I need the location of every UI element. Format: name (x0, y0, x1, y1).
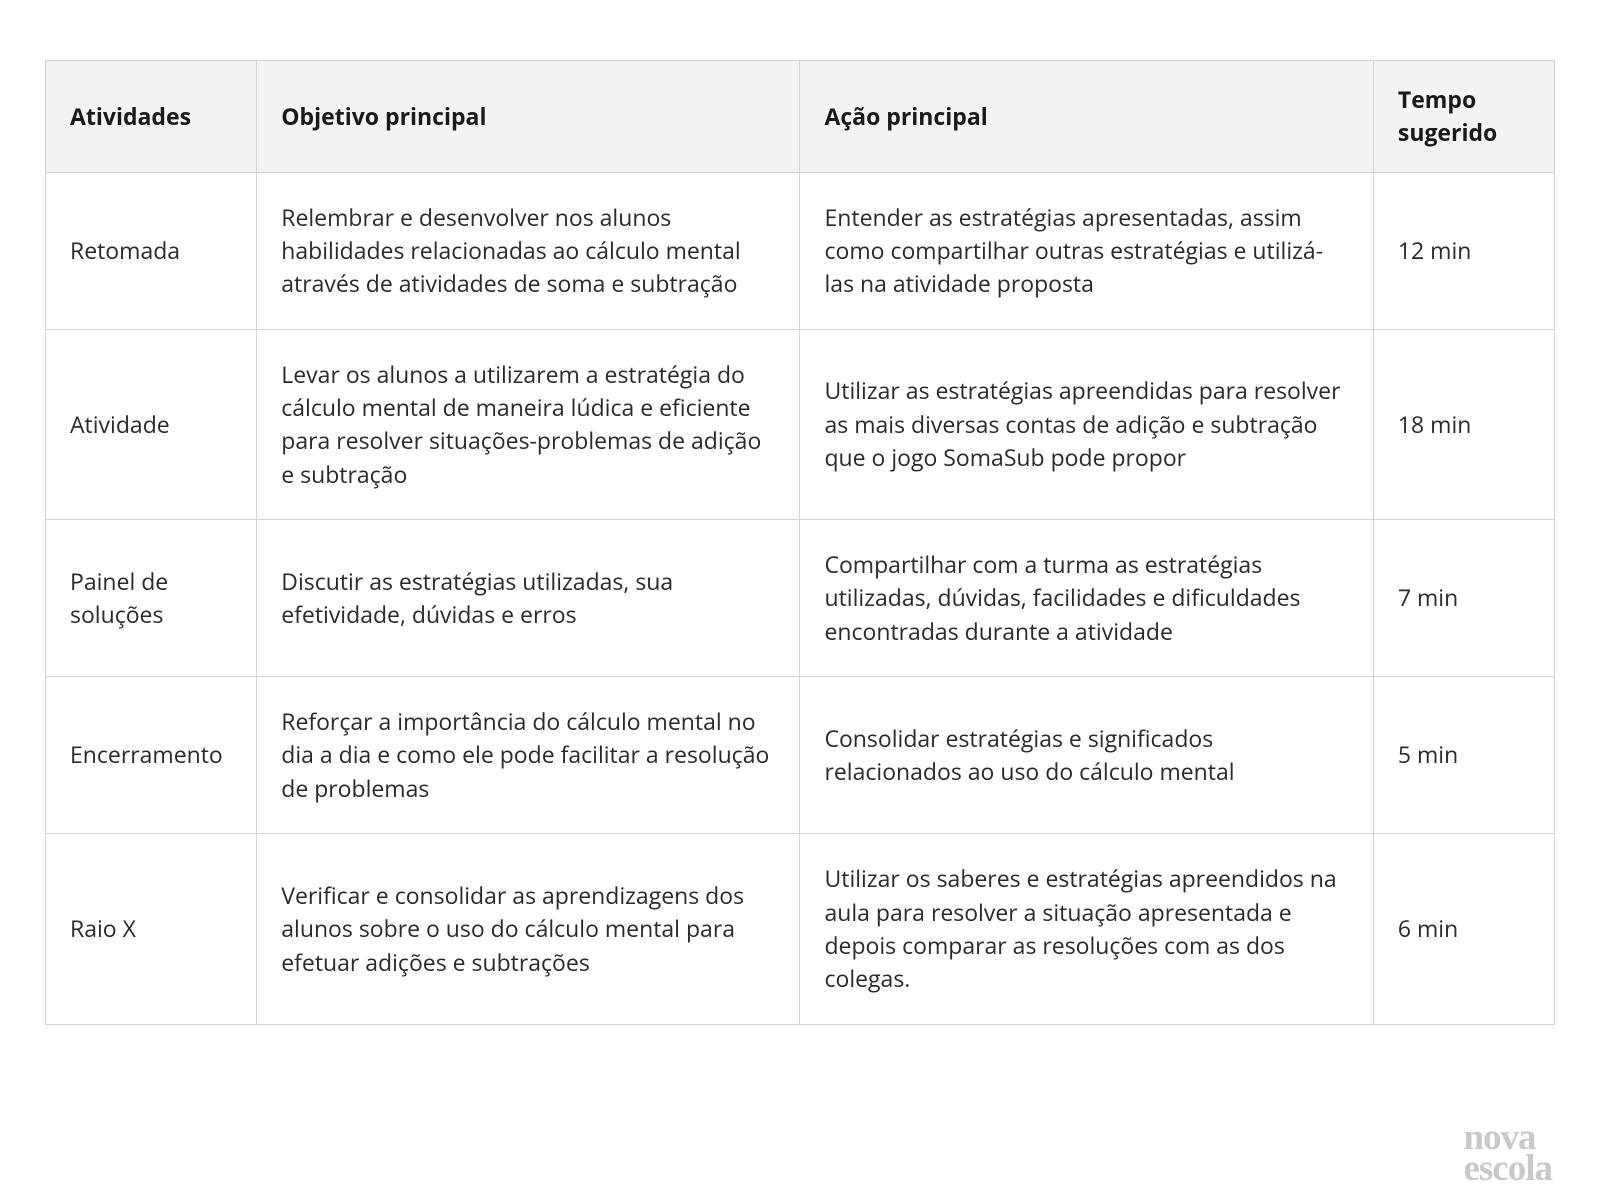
cell-tempo: 12 min (1373, 172, 1554, 329)
cell-tempo: 7 min (1373, 520, 1554, 677)
cell-atividade: Atividade (46, 329, 257, 519)
col-header-tempo: Tempo sugerido (1373, 61, 1554, 173)
col-header-acao: Ação principal (800, 61, 1373, 173)
cell-atividade: Encerramento (46, 677, 257, 834)
cell-objetivo: Levar os alunos a utilizarem a estratégi… (257, 329, 800, 519)
cell-atividade: Painel de soluções (46, 520, 257, 677)
cell-acao: Utilizar as estratégias apreendidas para… (800, 329, 1373, 519)
table-row: Encerramento Reforçar a importância do c… (46, 677, 1555, 834)
cell-tempo: 6 min (1373, 834, 1554, 1024)
cell-acao: Entender as estratégias apresentadas, as… (800, 172, 1373, 329)
cell-tempo: 18 min (1373, 329, 1554, 519)
nova-escola-logo: nova escola (1463, 1123, 1552, 1184)
cell-objetivo: Reforçar a importância do cálculo mental… (257, 677, 800, 834)
col-header-objetivo: Objetivo principal (257, 61, 800, 173)
table-row: Retomada Relembrar e desenvolver nos alu… (46, 172, 1555, 329)
table-header-row: Atividades Objetivo principal Ação princ… (46, 61, 1555, 173)
table-row: Raio X Verificar e consolidar as aprendi… (46, 834, 1555, 1024)
cell-acao: Consolidar estratégias e significados re… (800, 677, 1373, 834)
cell-acao: Compartilhar com a turma as estratégias … (800, 520, 1373, 677)
logo-line-2: escola (1463, 1154, 1552, 1184)
cell-objetivo: Verificar e consolidar as aprendizagens … (257, 834, 800, 1024)
lesson-plan-table: Atividades Objetivo principal Ação princ… (45, 60, 1555, 1025)
col-header-atividades: Atividades (46, 61, 257, 173)
cell-tempo: 5 min (1373, 677, 1554, 834)
table-row: Painel de soluções Discutir as estratégi… (46, 520, 1555, 677)
cell-objetivo: Relembrar e desenvolver nos alunos habil… (257, 172, 800, 329)
cell-acao: Utilizar os saberes e estratégias apreen… (800, 834, 1373, 1024)
cell-objetivo: Discutir as estratégias utilizadas, sua … (257, 520, 800, 677)
cell-atividade: Retomada (46, 172, 257, 329)
cell-atividade: Raio X (46, 834, 257, 1024)
table-row: Atividade Levar os alunos a utilizarem a… (46, 329, 1555, 519)
